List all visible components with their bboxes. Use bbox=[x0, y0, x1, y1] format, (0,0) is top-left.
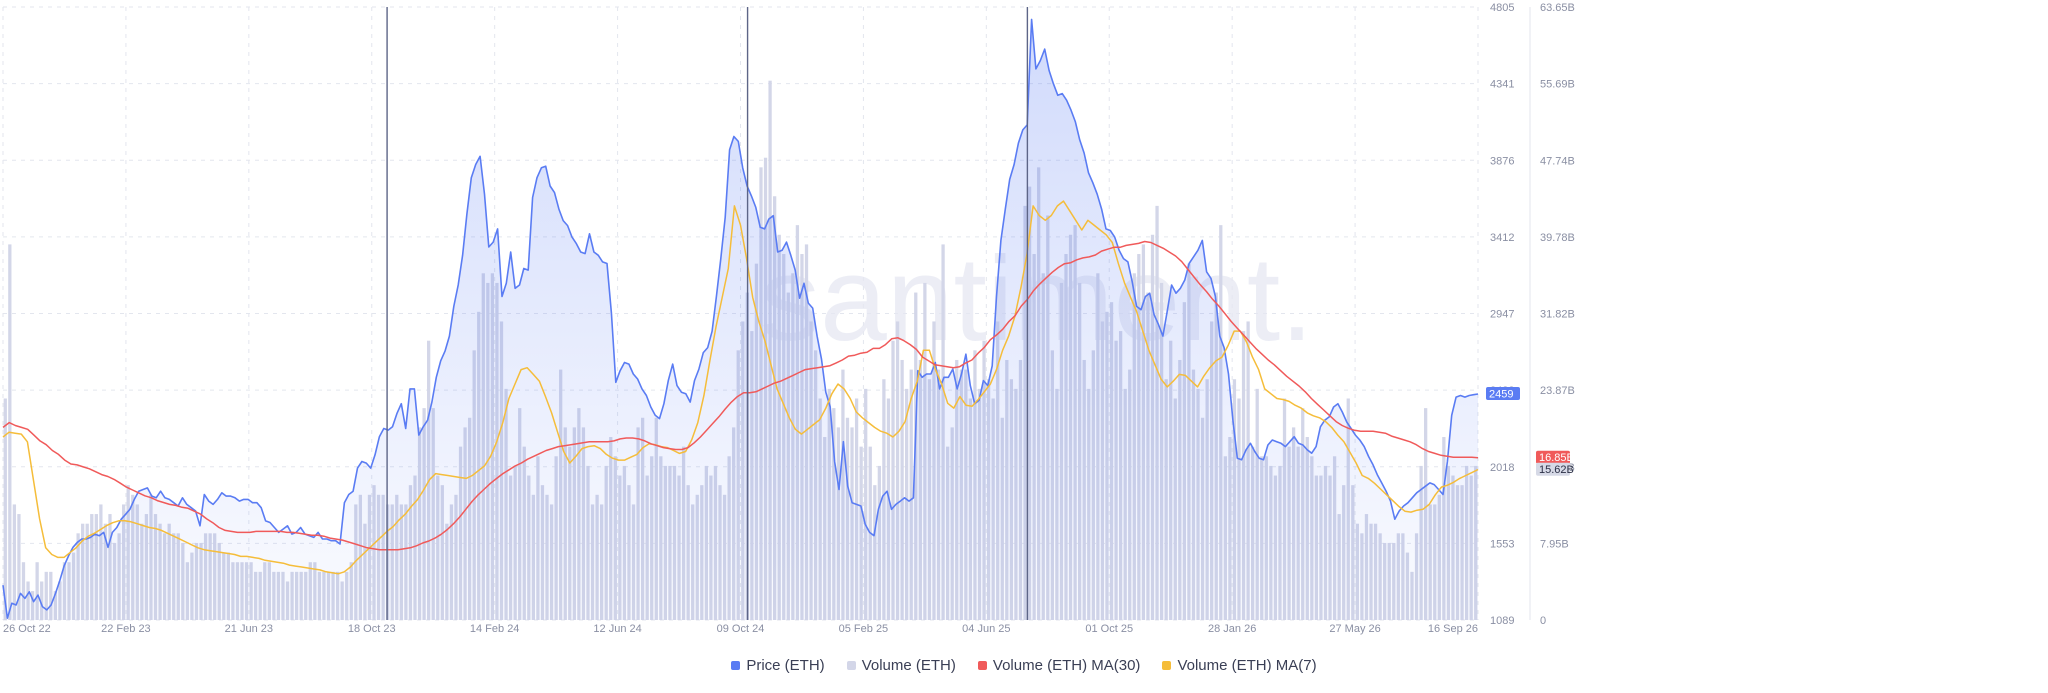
legend-swatch bbox=[977, 661, 987, 670]
volume-bar bbox=[21, 562, 26, 620]
last-value-badge: 2459 bbox=[1486, 387, 1520, 401]
x-tick-label: 16 Sep 26 bbox=[1428, 623, 1478, 635]
volume-tick-label: 63.65B bbox=[1540, 2, 1575, 14]
legend-swatch bbox=[1162, 661, 1172, 670]
x-tick-label: 04 Jun 25 bbox=[962, 623, 1010, 635]
volume-bar bbox=[40, 581, 44, 620]
last-value-badge: 16.85B bbox=[1536, 450, 1574, 464]
price-tick-label: 4341 bbox=[1490, 79, 1514, 91]
price-series bbox=[2, 18, 1479, 620]
badge-bg bbox=[1536, 450, 1570, 464]
volume-bar bbox=[891, 340, 895, 620]
badge-bg bbox=[1536, 462, 1570, 476]
volume-ma7-line bbox=[2, 200, 1479, 575]
legend-label: Volume (ETH) MA(30) bbox=[992, 657, 1141, 674]
legend-swatch bbox=[846, 661, 856, 670]
price-area bbox=[3, 19, 1478, 620]
x-tick-label: 09 Oct 24 bbox=[717, 623, 765, 635]
x-tick-label: 21 Jun 23 bbox=[225, 623, 273, 635]
volume-bar bbox=[900, 359, 904, 620]
volume-bar bbox=[17, 514, 21, 620]
badge-text: 16.85B bbox=[1539, 452, 1574, 464]
x-tick-label: 26 Oct 22 bbox=[3, 623, 51, 635]
volume-bar bbox=[44, 571, 48, 620]
volume-tick-label: 23.87B bbox=[1540, 385, 1575, 397]
x-tick-label: 05 Feb 25 bbox=[839, 623, 889, 635]
volume-tick-label: 47.74B bbox=[1540, 155, 1575, 167]
event-markers bbox=[386, 7, 1029, 620]
x-tick-label: 01 Oct 25 bbox=[1085, 623, 1133, 635]
legend-item-volume-ma7[interactable]: Volume (ETH) MA(7) bbox=[1162, 657, 1317, 674]
x-tick-label: 14 Feb 24 bbox=[470, 623, 520, 635]
price-tick-label: 2018 bbox=[1490, 462, 1514, 474]
legend-label: Price (ETH) bbox=[746, 657, 825, 674]
price-tick-label: 3876 bbox=[1490, 155, 1514, 167]
volume-bar bbox=[35, 562, 39, 620]
x-tick-label: 12 Jun 24 bbox=[593, 623, 641, 635]
price-tick-label: 1089 bbox=[1490, 615, 1514, 627]
volume-bar bbox=[864, 388, 868, 620]
price-tick-label: 4805 bbox=[1490, 2, 1514, 14]
x-tick-label: 27 May 26 bbox=[1329, 623, 1380, 635]
legend-label: Volume (ETH) bbox=[861, 657, 956, 674]
legend-item-volume[interactable]: Volume (ETH) bbox=[846, 657, 956, 674]
volume-tick-label: 7.95B bbox=[1540, 538, 1569, 550]
x-tick-label: 28 Jan 26 bbox=[1208, 623, 1256, 635]
legend-label: Volume (ETH) MA(7) bbox=[1177, 657, 1317, 674]
volume-tick-label: 39.78B bbox=[1540, 232, 1575, 244]
price-tick-label: 1553 bbox=[1490, 538, 1514, 550]
x-tick-label: 18 Oct 23 bbox=[348, 623, 396, 635]
price-tick-label: 3412 bbox=[1490, 232, 1514, 244]
legend-swatch bbox=[731, 661, 741, 670]
legend: Price (ETH) Volume (ETH) Volume (ETH) MA… bbox=[0, 657, 2048, 674]
volume-bar bbox=[3, 398, 7, 620]
volume-ma30-line bbox=[2, 240, 1479, 551]
volume-bar bbox=[49, 571, 53, 620]
volume-bar bbox=[12, 504, 17, 620]
x-tick-label: 22 Feb 23 bbox=[101, 623, 151, 635]
price-line bbox=[2, 18, 1479, 619]
badge-text: 2459 bbox=[1489, 389, 1513, 401]
volume-tick-label: 0 bbox=[1540, 615, 1546, 627]
volume-bar bbox=[909, 369, 913, 620]
badge-text: 15.62B bbox=[1539, 464, 1574, 476]
last-value-badge: 15.62B bbox=[1536, 462, 1574, 476]
badge-bg bbox=[1486, 387, 1520, 401]
legend-item-volume-ma30[interactable]: Volume (ETH) MA(30) bbox=[977, 657, 1141, 674]
volume-tick-label: 31.82B bbox=[1540, 309, 1575, 321]
legend-item-price[interactable]: Price (ETH) bbox=[731, 657, 825, 674]
price-tick-label: 2947 bbox=[1490, 309, 1514, 321]
moving-averages bbox=[2, 200, 1479, 575]
volume-tick-label: 55.69B bbox=[1540, 79, 1575, 91]
volume-bar bbox=[895, 321, 900, 620]
axes: 48054341387634122947248220181553108963.6… bbox=[3, 2, 1575, 635]
